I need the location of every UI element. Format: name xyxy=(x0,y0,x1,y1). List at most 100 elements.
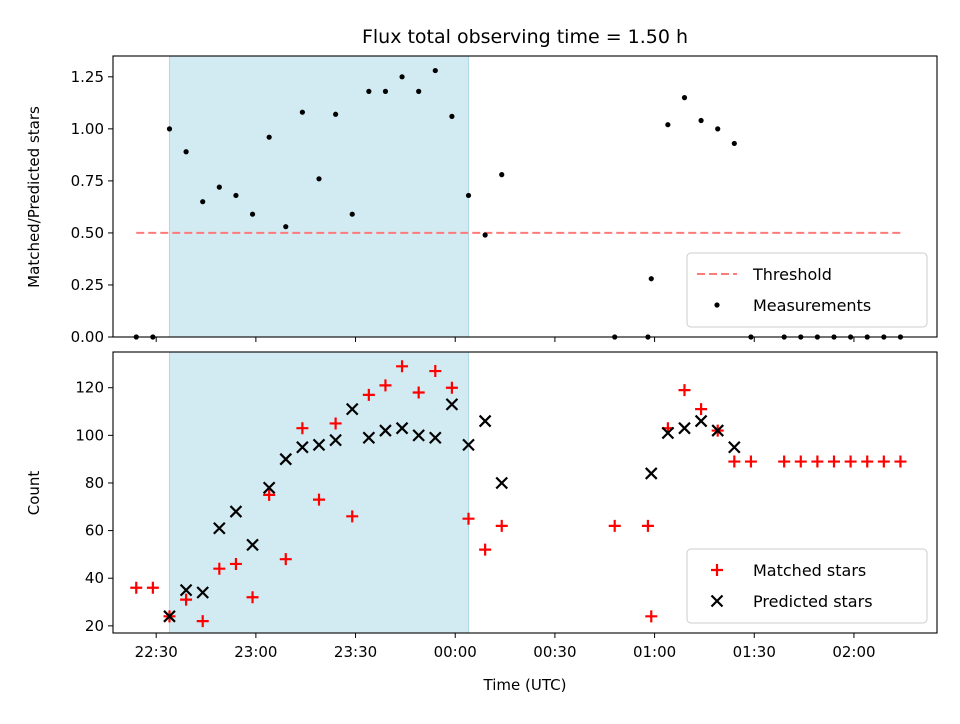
bottom-matched-point xyxy=(246,591,259,604)
bottom-matched-point xyxy=(196,615,209,628)
top-measurement-point xyxy=(681,95,688,101)
top-measurement-point xyxy=(216,184,222,190)
top-measurement-point xyxy=(166,126,173,132)
bottom-matched-point xyxy=(894,455,907,468)
bottom-predicted-point xyxy=(728,440,741,454)
bottom-matched-point xyxy=(462,512,475,525)
bottom-x-tick-label: 23:30 xyxy=(334,643,377,661)
top-measurement-point xyxy=(382,88,389,94)
bottom-matched-point xyxy=(744,455,757,468)
bottom-matched-point xyxy=(313,493,325,506)
top-shaded-span xyxy=(168,55,470,338)
top-measurement-point xyxy=(200,199,206,205)
bottom-predicted-point xyxy=(312,438,326,452)
top-axes-frame xyxy=(112,55,938,338)
bottom-predicted-point xyxy=(296,440,309,454)
bottom-legend: Matched stars Predicted stars xyxy=(686,548,928,624)
top-legend-box xyxy=(686,252,928,328)
bottom-x-tick-label: 22:30 xyxy=(135,643,178,661)
top-y-tick-label: 0.75 xyxy=(71,172,104,190)
bottom-matched-point xyxy=(296,422,309,435)
bottom-predicted-point xyxy=(213,521,226,535)
bottom-y-tick-label: 120 xyxy=(75,379,104,397)
bottom-y-tick-label: 80 xyxy=(85,474,104,492)
top-legend-label: Measurements xyxy=(753,296,871,315)
top-legend-label: Threshold xyxy=(752,265,832,284)
bottom-matched-point xyxy=(146,581,159,594)
bottom-x-tick-label: 02:00 xyxy=(832,643,875,661)
top-measurement-point xyxy=(183,149,189,155)
bottom-predicted-point xyxy=(196,586,209,599)
bottom-matched-point xyxy=(608,519,621,532)
bottom-matched-point xyxy=(329,417,342,430)
bottom-matched-point xyxy=(429,365,442,378)
top-measurement-point xyxy=(416,88,422,94)
bottom-matched-point xyxy=(379,379,392,392)
bottom-predicted-point xyxy=(279,452,293,466)
top-measurement-point xyxy=(266,134,272,140)
bottom-matched-point xyxy=(678,384,691,397)
bottom-matched-point xyxy=(794,455,807,468)
bottom-y-tick-label: 100 xyxy=(75,426,104,444)
top-measurement-point xyxy=(249,211,256,217)
top-measurement-point xyxy=(449,113,455,119)
bottom-x-tick-label: 01:30 xyxy=(733,643,776,661)
top-panel: 0.00 0.25 0.50 0.75 1.00 1.25 Threshold Measure… xyxy=(71,55,938,346)
bottom-predicted-point xyxy=(412,429,425,442)
bottom-matched-point xyxy=(130,581,143,594)
bottom-legend-matched-swatch xyxy=(711,564,723,576)
top-measurement-point xyxy=(299,109,305,115)
top-measurement-point xyxy=(698,117,704,124)
top-measurement-point xyxy=(715,126,721,132)
bottom-matched-point xyxy=(412,386,425,399)
bottom-matched-point xyxy=(213,562,226,575)
top-measurement-point xyxy=(399,74,405,80)
bottom-predicted-point xyxy=(362,431,376,445)
bottom-matched-point xyxy=(479,543,492,556)
bottom-predicted-point xyxy=(262,481,276,495)
bottom-predicted-point xyxy=(179,583,193,597)
top-measurement-point xyxy=(283,224,289,230)
top-measurement-point xyxy=(333,111,339,117)
bottom-matched-point xyxy=(877,455,890,468)
top-measurement-point xyxy=(349,211,355,217)
top-legend: Threshold Measurements xyxy=(686,252,928,328)
bottom-predicted-point xyxy=(345,402,359,416)
bottom-legend-predicted-swatch xyxy=(710,594,724,608)
top-y-tick-label: 0.50 xyxy=(71,224,104,242)
bottom-predicted-point xyxy=(329,433,342,447)
bottom-predicted-point xyxy=(495,476,509,490)
bottom-matched-point xyxy=(362,388,375,401)
bottom-predicted-point xyxy=(478,414,492,428)
top-measurement-point xyxy=(499,172,505,178)
bottom-matched-point xyxy=(641,519,654,532)
bottom-matched-point xyxy=(728,455,741,468)
top-y-tick-label: 0.00 xyxy=(71,328,104,346)
bottom-matched-point xyxy=(263,488,276,501)
bottom-predicted-point xyxy=(694,414,708,428)
bottom-y-tick-label: 20 xyxy=(85,617,104,635)
top-measurement-point xyxy=(366,88,372,94)
bottom-matched-point xyxy=(828,455,840,468)
top-measurement-point xyxy=(316,176,322,182)
bottom-legend-label: Matched stars xyxy=(753,561,866,580)
bottom-panel: 20 40 60 80 100 120 22:30 23:00 23:30 00:00 00:30 0… xyxy=(75,351,938,661)
top-measurement-point xyxy=(482,232,488,238)
bottom-predicted-point xyxy=(711,424,724,437)
bottom-predicted-point xyxy=(661,426,675,440)
bottom-matched-point xyxy=(861,455,874,468)
bottom-matched-point xyxy=(346,510,359,523)
bottom-predicted-point xyxy=(678,421,691,435)
bottom-legend-box xyxy=(686,548,928,624)
bottom-predicted-point xyxy=(379,424,392,437)
top-y-tick-label: 1.00 xyxy=(71,120,104,138)
bottom-predicted-point xyxy=(644,467,658,480)
bottom-y-axis-label: Count xyxy=(25,471,43,516)
bottom-matched-point xyxy=(778,455,791,468)
x-axis-label: Time (UTC) xyxy=(483,676,567,694)
bottom-matched-point xyxy=(495,519,508,532)
bottom-x-tick-label: 23:00 xyxy=(234,643,277,661)
top-y-axis-label: Matched/Predicted stars xyxy=(25,106,43,288)
bottom-matched-point xyxy=(695,403,708,416)
